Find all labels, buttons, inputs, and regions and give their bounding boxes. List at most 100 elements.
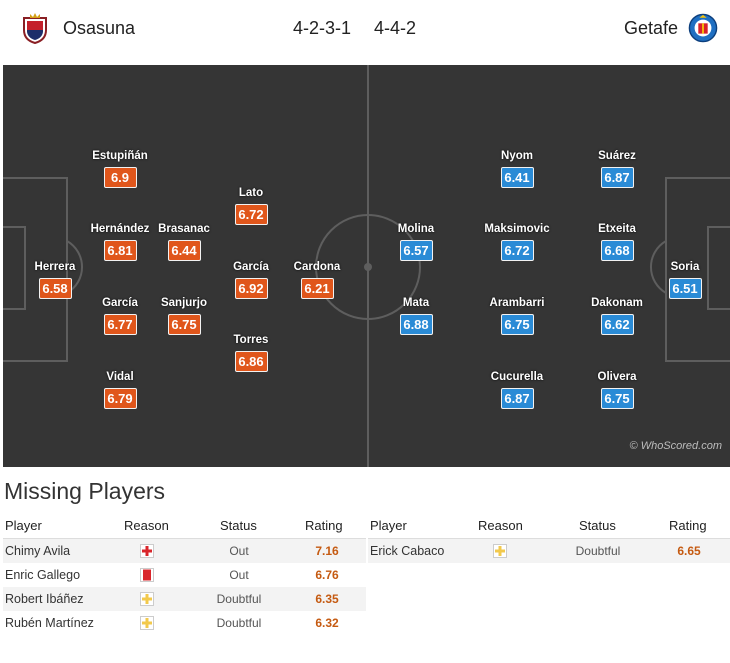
away-player-suarez[interactable]: Suárez 6.87 <box>577 149 657 188</box>
player-rating: 6.57 <box>399 240 433 261</box>
player-name: Mata <box>402 297 430 309</box>
away-player-maksimovic[interactable]: Maksimovic 6.72 <box>477 222 557 261</box>
column-rating: Rating <box>305 518 343 533</box>
home-formation: 4-2-3-1 <box>293 18 352 38</box>
getafe-crest-icon <box>688 13 718 43</box>
player-rating: 6.75 <box>167 314 201 335</box>
away-player-mata[interactable]: Mata 6.88 <box>376 296 456 335</box>
player-name: Arambarri <box>489 297 545 309</box>
missing-rating: 6.32 <box>315 616 339 630</box>
player-rating: 6.58 <box>38 278 72 299</box>
red-card-icon <box>140 568 154 582</box>
home-player-cardona[interactable]: Cardona 6.21 <box>277 260 357 299</box>
home-player-torres[interactable]: Torres 6.86 <box>211 333 291 372</box>
player-rating: 6.77 <box>103 314 137 335</box>
away-player-nyom[interactable]: Nyom 6.41 <box>477 149 557 188</box>
away-player-olivera[interactable]: Olivera 6.75 <box>577 370 657 409</box>
home-player-herrera[interactable]: Herrera 6.58 <box>15 260 95 299</box>
player-rating: 6.81 <box>103 240 137 261</box>
player-rating: 6.72 <box>234 204 268 225</box>
player-name: Soria <box>670 261 700 273</box>
doubtful-cross-icon <box>493 544 507 558</box>
player-name: Nyom <box>501 150 533 162</box>
player-rating: 6.44 <box>167 240 201 261</box>
player-rating: 6.92 <box>234 278 268 299</box>
away-player-arambarri[interactable]: Arambarri 6.75 <box>477 296 557 335</box>
home-player-vidal[interactable]: Vidal 6.79 <box>80 370 160 409</box>
player-name: Brasanac <box>158 223 210 235</box>
table-row: Robert Ibáñez Doubtful 6.35 <box>3 587 366 611</box>
home-player-garcia-def[interactable]: García 6.77 <box>80 296 160 335</box>
away-team-name[interactable]: Getafe <box>624 18 679 38</box>
player-name: Etxeita <box>598 223 636 235</box>
injury-cross-icon <box>140 544 154 558</box>
osasuna-crest-icon <box>23 13 47 44</box>
whoscored-copyright: © WhoScored.com <box>629 440 722 452</box>
away-player-cucurella[interactable]: Cucurella 6.87 <box>477 370 557 409</box>
player-rating: 6.87 <box>500 388 534 409</box>
player-name: Molina <box>397 223 435 235</box>
column-status: Status <box>220 518 257 533</box>
player-name: Estupiñán <box>92 150 148 162</box>
table-header: Player Reason Status Rating <box>3 514 366 539</box>
column-reason: Reason <box>124 518 169 533</box>
missing-status: Out <box>229 568 249 582</box>
player-name: Torres <box>233 334 269 346</box>
table-row: Erick Cabaco Doubtful 6.65 <box>368 539 730 563</box>
away-player-soria[interactable]: Soria 6.51 <box>645 260 725 299</box>
player-rating: 6.86 <box>234 351 268 372</box>
missing-rating: 6.76 <box>315 568 339 582</box>
missing-player-name[interactable]: Erick Cabaco <box>370 544 445 558</box>
home-player-brasanac[interactable]: Brasanac 6.44 <box>144 222 224 261</box>
missing-player-name[interactable]: Rubén Martínez <box>5 616 94 630</box>
player-rating: 6.75 <box>500 314 534 335</box>
player-name: Suárez <box>598 150 636 162</box>
home-player-garcia-mid[interactable]: García 6.92 <box>211 260 291 299</box>
player-rating: 6.88 <box>399 314 433 335</box>
missing-player-name[interactable]: Robert Ibáñez <box>5 592 84 606</box>
player-rating: 6.21 <box>300 278 334 299</box>
away-player-etxeita[interactable]: Etxeita 6.68 <box>577 222 657 261</box>
missing-status: Out <box>229 544 249 558</box>
player-rating: 6.79 <box>103 388 137 409</box>
away-player-dakonam[interactable]: Dakonam 6.62 <box>577 296 657 335</box>
missing-player-name[interactable]: Enric Gallego <box>5 568 81 582</box>
player-name: Vidal <box>106 371 134 383</box>
column-reason: Reason <box>478 518 523 533</box>
column-rating: Rating <box>669 518 707 533</box>
table-row: Enric Gallego Out 6.76 <box>3 563 366 587</box>
table-header: Player Reason Status Rating <box>368 514 730 539</box>
home-player-lato[interactable]: Lato 6.72 <box>211 186 291 225</box>
player-rating: 6.62 <box>600 314 634 335</box>
player-rating: 6.68 <box>600 240 634 261</box>
player-name: García <box>102 297 138 309</box>
doubtful-cross-icon <box>140 616 154 630</box>
missing-rating: 6.65 <box>677 544 701 558</box>
missing-status: Doubtful <box>216 616 262 630</box>
pitch-markings <box>3 65 730 467</box>
missing-player-name[interactable]: Chimy Avila <box>5 544 71 558</box>
pitch-lineup: Herrera 6.58 Estupiñán 6.9 Hernández 6.8… <box>3 65 730 467</box>
player-rating: 6.41 <box>500 167 534 188</box>
column-player: Player <box>5 518 42 533</box>
column-player: Player <box>370 518 407 533</box>
match-header: Osasuna 4-2-3-1 4-4-2 Getafe <box>0 0 730 60</box>
home-player-sanjurjo[interactable]: Sanjurjo 6.75 <box>144 296 224 335</box>
missing-players-title: Missing Players <box>4 478 166 504</box>
home-team-name[interactable]: Osasuna <box>63 18 136 38</box>
doubtful-cross-icon <box>140 592 154 606</box>
player-name: Cardona <box>293 261 341 273</box>
player-rating: 6.72 <box>500 240 534 261</box>
away-player-molina[interactable]: Molina 6.57 <box>376 222 456 261</box>
player-name: Herrera <box>34 261 76 273</box>
player-rating: 6.51 <box>668 278 702 299</box>
home-player-hernandez[interactable]: Hernández 6.81 <box>80 222 160 261</box>
home-missing-table: Player Reason Status Rating Chimy Avila … <box>3 514 366 635</box>
missing-status: Doubtful <box>216 592 262 606</box>
away-formation: 4-4-2 <box>374 18 417 38</box>
missing-status: Doubtful <box>575 544 621 558</box>
home-player-estupinan[interactable]: Estupiñán 6.9 <box>80 149 160 188</box>
player-rating: 6.9 <box>103 167 137 188</box>
player-name: Hernández <box>90 223 150 235</box>
player-rating: 6.75 <box>600 388 634 409</box>
